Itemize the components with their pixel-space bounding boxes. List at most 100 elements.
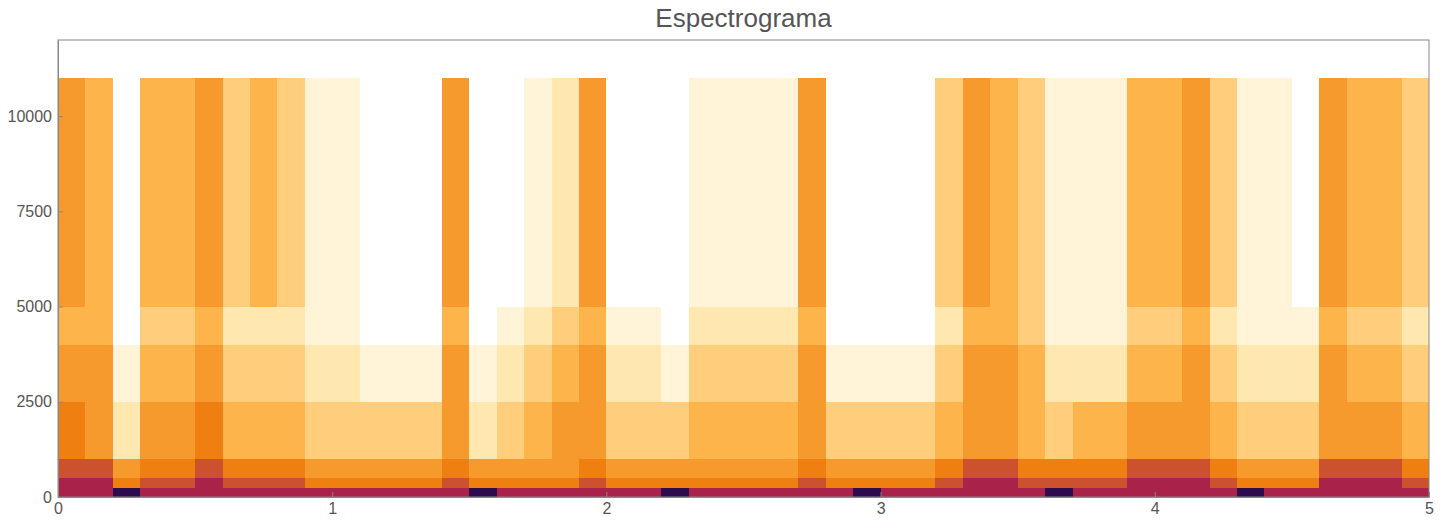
cell bbox=[1347, 478, 1375, 488]
cell bbox=[524, 487, 552, 497]
cell bbox=[579, 478, 607, 488]
cell bbox=[1292, 421, 1320, 441]
cell bbox=[1319, 402, 1347, 422]
cell bbox=[634, 440, 662, 460]
cell bbox=[716, 269, 744, 308]
cell bbox=[497, 440, 525, 460]
cell bbox=[661, 468, 689, 478]
cell bbox=[1018, 192, 1046, 231]
cell bbox=[168, 192, 196, 231]
cell bbox=[1292, 78, 1320, 117]
cell bbox=[195, 78, 223, 117]
cell bbox=[168, 383, 196, 403]
cell bbox=[195, 487, 223, 497]
cell bbox=[826, 468, 854, 478]
cell bbox=[1210, 78, 1238, 117]
cell bbox=[798, 383, 826, 403]
cell bbox=[853, 364, 881, 384]
cell bbox=[1374, 269, 1402, 308]
cell bbox=[1402, 478, 1429, 488]
cell bbox=[689, 269, 717, 308]
cell bbox=[223, 478, 251, 488]
cell bbox=[497, 402, 525, 422]
cell bbox=[1073, 468, 1101, 478]
cell bbox=[195, 440, 223, 460]
cell bbox=[277, 383, 305, 403]
cell bbox=[1182, 230, 1210, 269]
cell bbox=[1402, 487, 1429, 497]
cell bbox=[579, 440, 607, 460]
cell bbox=[360, 154, 388, 193]
cell bbox=[826, 78, 854, 117]
cell bbox=[168, 78, 196, 117]
cell bbox=[606, 307, 634, 346]
tick: 1 bbox=[328, 492, 337, 517]
cell bbox=[798, 192, 826, 231]
cell bbox=[1127, 421, 1155, 441]
cell bbox=[552, 421, 580, 441]
cell bbox=[387, 468, 415, 478]
cell bbox=[195, 478, 223, 488]
cell bbox=[360, 478, 388, 488]
cell bbox=[223, 383, 251, 403]
cell bbox=[277, 116, 305, 155]
cell bbox=[689, 440, 717, 460]
cell bbox=[442, 307, 470, 346]
cell bbox=[223, 154, 251, 193]
cell bbox=[168, 269, 196, 308]
cell bbox=[579, 116, 607, 155]
cell bbox=[414, 402, 442, 422]
cell bbox=[360, 440, 388, 460]
cell bbox=[661, 230, 689, 269]
cell bbox=[661, 307, 689, 346]
cell bbox=[826, 440, 854, 460]
cell bbox=[1018, 345, 1046, 365]
cell bbox=[990, 269, 1018, 308]
cell bbox=[387, 421, 415, 441]
cell bbox=[387, 440, 415, 460]
cell bbox=[1374, 478, 1402, 488]
cell bbox=[1402, 116, 1429, 155]
cell bbox=[223, 468, 251, 478]
cell bbox=[579, 78, 607, 117]
tick-label: 3 bbox=[877, 500, 886, 517]
cell bbox=[113, 421, 141, 441]
cell bbox=[1018, 269, 1046, 308]
cell bbox=[140, 269, 168, 308]
cell bbox=[223, 364, 251, 384]
cell bbox=[963, 421, 991, 441]
cell bbox=[908, 459, 936, 469]
cell bbox=[1237, 402, 1265, 422]
cell bbox=[798, 364, 826, 384]
cell bbox=[798, 402, 826, 422]
tick: 7500 bbox=[16, 203, 63, 220]
cell bbox=[744, 459, 772, 469]
cell bbox=[1045, 364, 1073, 384]
cell bbox=[168, 345, 196, 365]
cell bbox=[85, 78, 113, 117]
cell bbox=[716, 154, 744, 193]
cell bbox=[826, 230, 854, 269]
cell bbox=[1100, 440, 1128, 460]
cell bbox=[360, 402, 388, 422]
cell bbox=[1182, 383, 1210, 403]
cell bbox=[387, 78, 415, 117]
cell bbox=[908, 402, 936, 422]
cell bbox=[332, 116, 360, 155]
cell bbox=[58, 192, 86, 231]
cell bbox=[908, 230, 936, 269]
cell bbox=[908, 440, 936, 460]
cell bbox=[58, 459, 86, 469]
cell bbox=[963, 307, 991, 346]
cell bbox=[771, 440, 799, 460]
cell bbox=[332, 459, 360, 469]
cell bbox=[387, 478, 415, 488]
cell bbox=[606, 154, 634, 193]
cell bbox=[58, 307, 86, 346]
cell bbox=[1155, 440, 1183, 460]
cell bbox=[1045, 78, 1073, 117]
cell bbox=[305, 154, 333, 193]
cell bbox=[881, 459, 909, 469]
cell bbox=[442, 345, 470, 365]
cell bbox=[853, 402, 881, 422]
